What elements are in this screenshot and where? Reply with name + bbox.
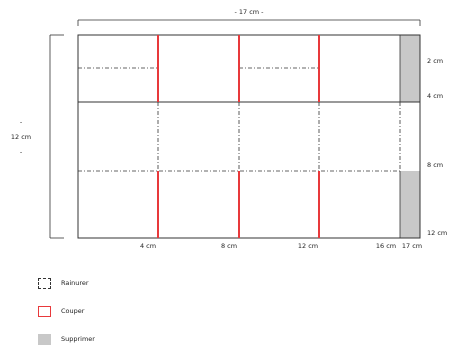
right-label-2cm: 2 cm	[427, 57, 443, 65]
height-dimension: - 12 cm -	[11, 34, 64, 239]
height-label: 12 cm	[11, 133, 31, 141]
right-label-8cm: 8 cm	[427, 161, 443, 169]
height-tick-top: -	[20, 118, 23, 126]
remove-area-bottom	[400, 171, 420, 238]
right-labels: 2 cm 4 cm 8 cm 12 cm	[427, 57, 447, 237]
fold-swatch-icon	[38, 277, 51, 289]
cut-lines	[157, 35, 320, 238]
template-outline	[77, 34, 421, 239]
fold-lines	[78, 67, 401, 172]
width-dimension: - 17 cm -	[77, 8, 421, 26]
legend-item-fold: Rainurer	[38, 276, 178, 290]
legend-label-remove: Supprimer	[61, 335, 95, 343]
bottom-label-8cm: 8 cm	[221, 242, 237, 250]
bottom-label-4cm: 4 cm	[140, 242, 156, 250]
height-tick-bottom: -	[20, 148, 23, 156]
bottom-label-16cm: 16 cm	[376, 242, 396, 250]
remove-area-top	[400, 35, 420, 102]
bottom-label-17cm: 17 cm	[402, 242, 422, 250]
legend-item-cut: Couper	[38, 304, 178, 318]
remove-swatch-icon	[38, 333, 51, 345]
bottom-labels: 4 cm 8 cm 12 cm 16 cm 17 cm	[140, 242, 422, 250]
right-label-4cm: 4 cm	[427, 92, 443, 100]
cut-swatch-icon	[38, 305, 51, 317]
legend-label-cut: Couper	[61, 307, 85, 315]
legend-label-fold: Rainurer	[61, 279, 89, 287]
bottom-label-12cm: 12 cm	[298, 242, 318, 250]
width-label: - 17 cm -	[234, 8, 264, 16]
legend-item-remove: Supprimer	[38, 332, 178, 346]
right-label-12cm: 12 cm	[427, 229, 447, 237]
